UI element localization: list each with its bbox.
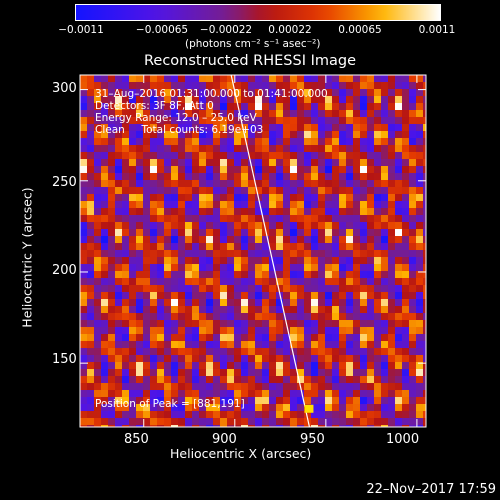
colorbar (75, 4, 441, 21)
colorbar-tick: 0.0011 (418, 24, 456, 36)
colorbar-tick: −0.0011 (58, 24, 104, 36)
annotation-detectors: Detectors: 3F 8F, Att 0 (95, 100, 214, 112)
colorbar-tick: 0.00065 (338, 24, 382, 36)
solar-limb-line (230, 74, 311, 428)
peak-marker (304, 404, 314, 413)
plot-frame (79, 74, 427, 428)
colorbar-tick: −0.00022 (199, 24, 253, 36)
x-tick-label: 850 (124, 432, 149, 447)
timestamp: 22–Nov–2017 17:59 (366, 482, 496, 497)
heatmap-cells (80, 75, 426, 427)
annotation-clean: Clean Total counts: 6.19e+03 (95, 124, 264, 136)
y-axis-label: Heliocentric Y (arcsec) (19, 187, 35, 328)
x-tick-label: 950 (300, 432, 325, 447)
annotation-energy: Energy Range: 12.0 – 25.0 keV (95, 112, 257, 124)
x-axis-label: Heliocentric X (arcsec) (170, 446, 312, 461)
annotation-date: 31–Aug–2016 01:31:00.000 to 01:41:00.000 (95, 88, 328, 100)
annotation-peak: Position of Peak = [881,191] (95, 398, 245, 410)
y-tick-label: 200 (52, 263, 77, 278)
chart-title: Reconstructed RHESSI Image (143, 53, 356, 69)
x-tick-label: 1000 (386, 432, 420, 447)
colorbar-tick: −0.00065 (135, 24, 189, 36)
x-tick-label: 900 (212, 432, 237, 447)
colorbar-tick: 0.00022 (268, 24, 312, 36)
y-tick-label: 150 (52, 352, 77, 367)
y-tick-label: 300 (52, 81, 77, 96)
colorbar-units: (photons cm⁻² s⁻¹ asec⁻²) (185, 38, 321, 50)
y-tick-label: 250 (52, 175, 77, 190)
